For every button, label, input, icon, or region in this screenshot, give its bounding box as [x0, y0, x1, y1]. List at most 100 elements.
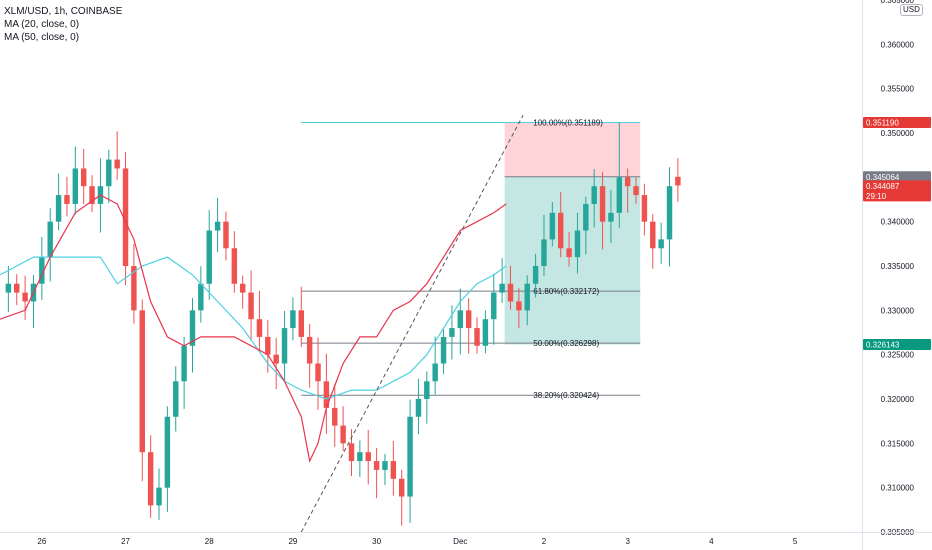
symbol-title[interactable]: XLM/USD, 1h, COINBASE — [4, 6, 123, 17]
candle-body — [89, 186, 95, 204]
candle-body — [55, 195, 62, 222]
candle-body — [114, 159, 120, 169]
candle-body — [675, 176, 681, 186]
candle-body — [281, 328, 288, 364]
candle-body — [616, 177, 623, 213]
price-tick-label: 0.355000 — [881, 85, 915, 94]
candle-body — [64, 195, 70, 204]
price-tag — [863, 339, 931, 351]
candle-body — [265, 336, 271, 355]
candle-body — [122, 168, 129, 266]
candle-body — [390, 461, 397, 479]
price-tag-label: 0.345064 — [866, 173, 900, 182]
candle-body — [566, 248, 572, 258]
fib-level-label: 50.00%(0.326298) — [533, 339, 599, 348]
time-tick-label: 2 — [542, 537, 547, 546]
fib-level-label: 61.80%(0.332172) — [533, 287, 599, 296]
candle-body — [239, 283, 246, 293]
candle-body — [72, 168, 79, 204]
candle-body — [583, 203, 589, 231]
candle-body — [557, 212, 564, 249]
candle-body — [491, 292, 497, 320]
candle-body — [666, 186, 673, 240]
candle-body — [22, 292, 28, 302]
candle-body — [164, 416, 171, 488]
candle-body — [273, 354, 279, 364]
candle-body — [440, 336, 447, 364]
ma20-line — [0, 194, 507, 464]
time-tick-label: 29 — [288, 537, 297, 546]
candle-body — [206, 230, 212, 284]
price-tag — [863, 171, 931, 183]
candle-body — [340, 425, 346, 444]
candle-body — [398, 478, 405, 497]
candle-body — [424, 381, 430, 399]
candle-body — [256, 319, 263, 337]
candle-body — [415, 399, 422, 417]
candle-body — [306, 336, 313, 364]
candle-body — [482, 319, 489, 346]
candle-body — [131, 266, 137, 311]
time-tick-label: 28 — [205, 537, 214, 546]
candle-body — [432, 363, 438, 382]
candle-body — [608, 212, 614, 222]
time-tick-label: Dec — [453, 537, 467, 546]
price-tick-label: 0.325000 — [881, 351, 915, 360]
time-axis[interactable]: 26 27 28 29 30 Dec 2 3 4 5 — [37, 537, 797, 546]
candle-body — [633, 186, 639, 196]
time-tick-label: 3 — [625, 537, 630, 546]
price-tick-label: 0.310000 — [881, 484, 915, 493]
candle-body — [332, 407, 338, 426]
candle-body — [599, 186, 606, 222]
candle-body — [5, 283, 12, 293]
candle-body — [39, 257, 45, 284]
price-axis[interactable]: 0.3050000.3100000.3150000.3200000.325000… — [881, 0, 915, 537]
candle-body — [298, 310, 305, 337]
candle-body — [173, 381, 179, 417]
ma20-legend[interactable]: MA (20, close, 0) — [4, 19, 80, 30]
price-tick-label: 0.335000 — [881, 262, 915, 271]
time-tick-label: 5 — [793, 537, 798, 546]
candle-body — [248, 292, 254, 320]
price-tag-label: 0.326143 — [866, 341, 900, 350]
candle-body — [139, 310, 145, 453]
candle-body — [223, 221, 229, 249]
trend-line — [300, 115, 524, 533]
candle-body — [382, 461, 388, 470]
candle-body — [549, 212, 556, 240]
fib-level-label: 100.00%(0.351189) — [533, 118, 603, 127]
moving-averages — [0, 194, 507, 464]
candle-body — [532, 266, 539, 284]
price-tick-label: 0.330000 — [881, 306, 915, 315]
trend-line-dashed — [300, 115, 524, 533]
price-tag — [863, 116, 931, 128]
currency-button[interactable]: USD — [900, 4, 923, 16]
candle-body — [574, 230, 581, 258]
candle-body — [650, 221, 656, 249]
price-tick-label: 0.320000 — [881, 395, 915, 404]
candle-body — [449, 328, 455, 337]
chart-legend: XLM/USD, 1h, COINBASE MA (20, close, 0) … — [4, 5, 122, 44]
candlesticks — [5, 122, 681, 526]
candle-body — [147, 452, 154, 506]
price-tick-label: 0.360000 — [881, 40, 915, 49]
candle-body — [516, 301, 522, 311]
candle-body — [181, 345, 187, 382]
candle-body — [591, 186, 597, 204]
price-tick-label: 0.350000 — [881, 129, 915, 138]
candle-body — [189, 310, 196, 346]
ma50-legend[interactable]: MA (50, close, 0) — [4, 32, 80, 43]
time-tick-label: 26 — [37, 537, 46, 546]
candle-body — [323, 381, 330, 408]
stop-loss-zone — [504, 122, 641, 177]
candle-body — [658, 239, 664, 249]
candle-body — [156, 487, 162, 506]
position-zones — [504, 122, 641, 345]
time-tick-label: 4 — [709, 537, 714, 546]
candle-body — [290, 310, 296, 329]
candle-body — [231, 248, 238, 284]
candle-body — [507, 283, 514, 302]
candle-body — [14, 283, 20, 293]
